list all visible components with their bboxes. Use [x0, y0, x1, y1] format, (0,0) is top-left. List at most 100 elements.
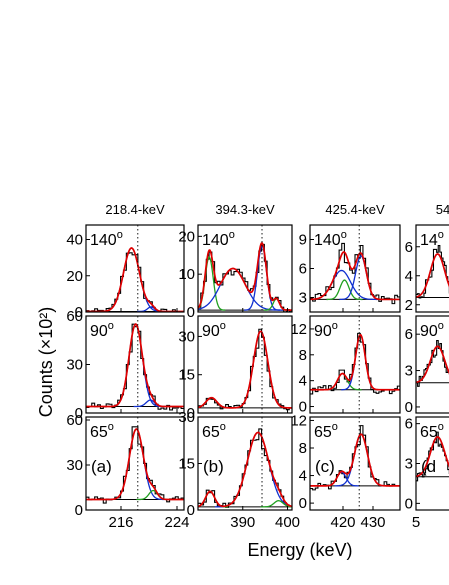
degree-symbol: o [108, 320, 114, 332]
panel-plot-area [198, 316, 292, 413]
y-tick-label: 0 [299, 399, 307, 416]
degree-symbol: o [438, 229, 444, 241]
panel-3-2: 0 3 6 65o (d 5 [405, 416, 449, 531]
y-tick-label: 4 [299, 468, 307, 485]
panel-letter: (d [421, 457, 436, 476]
angle-label: 90o [420, 320, 444, 340]
y-tick-label: 0 [187, 405, 195, 422]
degree-symbol: o [229, 229, 235, 241]
panel-letter: (b) [203, 457, 224, 476]
y-tick-label: 30 [66, 457, 83, 474]
peak-component-3 [263, 298, 289, 311]
x-tick-label: 430 [360, 514, 385, 531]
degree-symbol: o [332, 421, 338, 433]
y-tick-label: 60 [66, 412, 83, 429]
y-tick-label: 20 [178, 228, 195, 245]
y-tick-label: 30 [178, 409, 195, 426]
panel-frame [415, 315, 449, 414]
angle-label: 140o [202, 229, 235, 249]
y-tick-label: 6 [405, 239, 413, 256]
angle-label: 65o [90, 421, 114, 441]
panel-plot-area [198, 225, 292, 312]
total-fit-curve [416, 345, 449, 384]
y-tick-label: 12 [290, 321, 307, 338]
y-tick-label: 30 [178, 328, 195, 345]
angle-label: 140o [90, 229, 123, 249]
column-title-0: 218.4-keV [105, 202, 165, 217]
peak-component-1 [232, 330, 290, 409]
angle-label: 90o [202, 320, 226, 340]
column-title-1: 394.3-keV [215, 202, 275, 217]
y-tick-label: 3 [405, 363, 413, 380]
degree-symbol: o [220, 421, 226, 433]
degree-symbol: o [438, 421, 444, 433]
total-fit-curve [198, 330, 292, 409]
y-axis-title: Counts (×10²) [36, 307, 56, 418]
data-histogram [86, 252, 184, 312]
y-tick-label: 0 [405, 399, 413, 416]
y-tick-label: 0 [405, 495, 413, 512]
y-tick-label: 4 [299, 373, 307, 390]
y-tick-label: 3 [405, 456, 413, 473]
peak-component-0 [108, 428, 165, 501]
panel-plot-area [86, 417, 184, 510]
y-tick-label: 2 [405, 297, 413, 314]
peak-component-1 [326, 279, 363, 301]
y-tick-label: 6 [405, 416, 413, 433]
panel-1-0: 0 10 20 140o [178, 224, 293, 321]
y-tick-label: 15 [178, 367, 195, 384]
degree-symbol: o [438, 320, 444, 332]
panel-0-0: 0 20 40 140o [66, 224, 185, 321]
degree-symbol: o [108, 421, 114, 433]
x-tick-label: 224 [164, 514, 189, 531]
y-tick-label: 6 [299, 261, 307, 278]
total-fit-curve [416, 253, 449, 298]
panel-0-2: 0 30 60 65o (a) 216 224 [66, 412, 189, 531]
x-tick-label: 390 [230, 514, 255, 531]
total-fit-curve [310, 433, 400, 487]
panel-frame [197, 224, 293, 313]
angle-label: 65o [202, 421, 226, 441]
panel-3-0: 246 14o [405, 224, 449, 314]
angle-label: 65o [314, 421, 338, 441]
y-tick-label: 0 [75, 304, 83, 321]
peak-component-0 [99, 247, 164, 312]
panel-frame [85, 224, 185, 313]
x-axis-title: Energy (keV) [247, 540, 352, 560]
total-fit-curve [198, 431, 292, 508]
x-tick-label: 5 [412, 514, 420, 531]
column-title-2: 425.4-keV [325, 202, 385, 217]
angle-label: 90o [90, 320, 114, 340]
panel-plot-area [310, 225, 400, 312]
y-tick-label: 0 [187, 502, 195, 519]
y-tick-label: 60 [66, 308, 83, 325]
panel-plot-area [416, 340, 449, 387]
total-fit-curve [86, 323, 184, 408]
angle-label: 140o [314, 229, 347, 249]
y-tick-label: 0 [299, 495, 307, 512]
total-fit-curve [310, 251, 400, 301]
y-tick-label: 0 [75, 405, 83, 422]
degree-symbol: o [332, 320, 338, 332]
y-tick-label: 0 [187, 304, 195, 321]
data-histogram [416, 245, 449, 299]
degree-symbol: o [117, 229, 123, 241]
y-tick-label: 10 [178, 266, 195, 283]
panel-plot-area [310, 316, 400, 413]
panel-letter: (a) [91, 457, 112, 476]
y-tick-label: 8 [299, 347, 307, 364]
angle-label: 65o [420, 421, 444, 441]
panel-frame [309, 416, 401, 511]
panel-plot-area [310, 417, 400, 510]
panel-frame [415, 224, 449, 313]
total-fit-curve [198, 242, 292, 311]
total-fit-curve [310, 333, 400, 391]
panel-1-2: 0 15 30 65o (b) 390 400 [178, 409, 300, 531]
panel-plot-area [198, 417, 292, 510]
peak-component-0 [416, 253, 449, 298]
y-tick-label: 6 [405, 326, 413, 343]
peak-component-2 [260, 500, 292, 508]
panel-plot-area [416, 431, 449, 482]
panel-1-1: 0 15 30 90o [178, 315, 293, 422]
